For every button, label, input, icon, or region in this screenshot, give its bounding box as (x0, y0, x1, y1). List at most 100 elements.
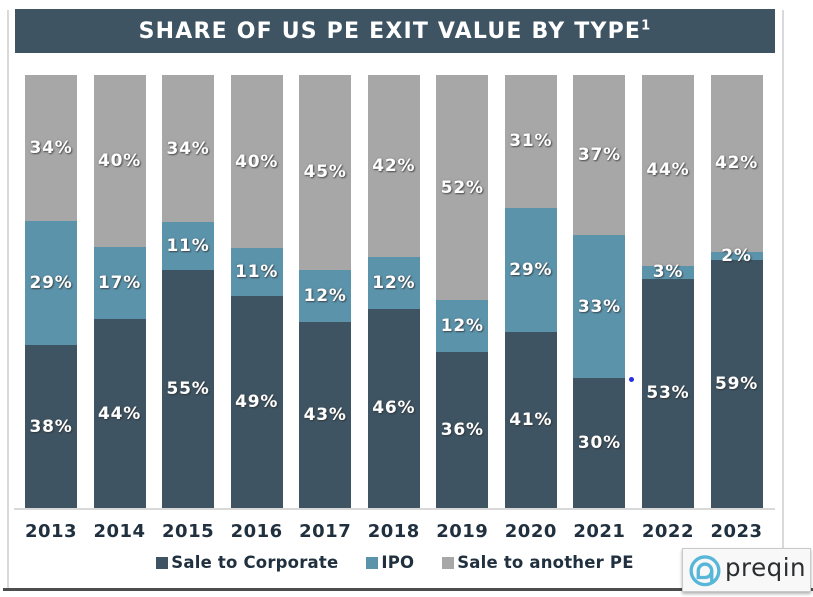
plot-area: 38% 29% 34% 44% 17% 40% 55% 11% 34% 49% 11% 40% 43% 1… (0, 75, 813, 510)
bar-segment (93, 246, 146, 320)
bar-segment (710, 259, 763, 508)
bar-segment (367, 256, 420, 309)
bar-value-label: 42% (714, 153, 759, 174)
legend-swatch (442, 556, 455, 569)
bar-segment (93, 75, 146, 247)
x-tick-label: 2017 (299, 521, 352, 542)
legend-item: IPO (366, 553, 414, 572)
bar-value-label: 40% (98, 150, 142, 171)
bar-segment (25, 220, 77, 346)
bar-value-label: 44% (646, 160, 690, 181)
bar-segment (504, 75, 557, 208)
bar-segment (162, 75, 215, 223)
bar-segment (230, 75, 283, 249)
x-tick-label: 2019 (436, 521, 489, 542)
preqin-logo-icon (689, 555, 721, 587)
legend-label: Sale to Corporate (171, 553, 339, 572)
bar-segment (93, 319, 146, 508)
x-tick-label: 2020 (504, 521, 557, 542)
x-tick-label: 2014 (93, 521, 146, 542)
bar-value-label: 3% (652, 262, 684, 283)
stray-ink-dot (629, 377, 634, 382)
left-border-line (7, 10, 9, 589)
x-axis-line (14, 508, 775, 510)
bar-value-label: 11% (166, 236, 210, 257)
bar-segment (504, 332, 557, 508)
x-tick-label: 2023 (710, 521, 763, 542)
bar-value-label: 2% (721, 245, 752, 266)
bar-value-label: 42% (372, 155, 416, 176)
bar-value-label: 11% (235, 262, 279, 283)
x-tick-label: 2022 (641, 521, 694, 542)
x-tick-label: 2015 (162, 521, 215, 542)
bar-segment (710, 251, 763, 260)
x-tick-label: 2013 (24, 521, 78, 542)
bar-segment (367, 75, 420, 257)
bar-value-label: 12% (440, 316, 484, 337)
x-tick-label: 2018 (367, 521, 420, 542)
bar-segment (367, 308, 420, 508)
bar-segment (230, 295, 283, 508)
x-tick-label: 2016 (230, 521, 283, 542)
bar-segment (299, 321, 352, 508)
bar-value-label: 12% (303, 285, 347, 306)
legend-item: Sale to Corporate (156, 553, 338, 572)
bar-value-label: 49% (235, 391, 279, 412)
bar-segment (641, 265, 694, 279)
preqin-logo-box: preqin (682, 548, 811, 592)
bar-value-label: 17% (98, 272, 142, 293)
bar-segment (162, 222, 215, 270)
bar-value-label: 43% (303, 404, 347, 425)
title-footnote-superscript: 1 (641, 18, 652, 34)
bar-value-label: 29% (29, 272, 73, 293)
bar-segment (25, 345, 77, 508)
bar-value-label: 31% (509, 131, 553, 152)
bar-value-label: 38% (29, 416, 73, 437)
bar-value-label: 33% (577, 296, 621, 317)
bar-value-label: 37% (577, 145, 621, 166)
x-tick-label: 2021 (573, 521, 626, 542)
chart-title-band: SHARE OF US PE EXIT VALUE BY TYPE1 (15, 9, 775, 53)
bar-value-label: 55% (166, 378, 210, 399)
bar-segment (25, 75, 77, 221)
bar-segment (710, 75, 763, 252)
legend-label: IPO (381, 553, 415, 572)
bar-value-label: 36% (440, 420, 484, 441)
bottom-border-rule (3, 588, 813, 591)
bar-value-label: 40% (235, 151, 279, 172)
preqin-logo-text: preqin (725, 553, 807, 583)
bar-segment (299, 75, 352, 270)
legend: Sale to Corporate IPO Sale to another PE (0, 553, 790, 572)
legend-label: Sale to another PE (457, 553, 634, 572)
bar-value-label: 52% (440, 177, 484, 198)
bar-value-label: 34% (166, 138, 210, 159)
bar-segment (573, 378, 626, 508)
bar-value-label: 34% (29, 137, 73, 158)
bar-segment (641, 278, 694, 508)
legend-swatch (366, 556, 379, 569)
legend-swatch (156, 556, 169, 569)
bar-segment (436, 352, 489, 508)
bar-segment (573, 235, 626, 379)
bar-value-label: 12% (372, 272, 416, 293)
bar-segment (436, 300, 489, 353)
bar-value-label: 45% (303, 162, 347, 183)
chart-title: SHARE OF US PE EXIT VALUE BY TYPE1 (138, 18, 652, 44)
right-border-line (782, 10, 784, 548)
bar-segment (436, 75, 489, 301)
bar-value-label: 53% (646, 383, 690, 404)
bar-value-label: 44% (98, 403, 142, 424)
bar-segment (641, 75, 694, 266)
bar-value-label: 29% (509, 260, 553, 281)
bar-segment (573, 75, 626, 236)
bar-value-label: 46% (372, 398, 416, 419)
bar-segment (504, 207, 557, 333)
bar-segment (162, 269, 215, 508)
bar-segment (299, 269, 352, 322)
bar-value-label: 41% (509, 410, 553, 431)
bar-value-label: 30% (577, 433, 621, 454)
bar-segment (230, 248, 283, 296)
legend-item: Sale to another PE (442, 553, 633, 572)
bar-value-label: 59% (714, 374, 759, 394)
